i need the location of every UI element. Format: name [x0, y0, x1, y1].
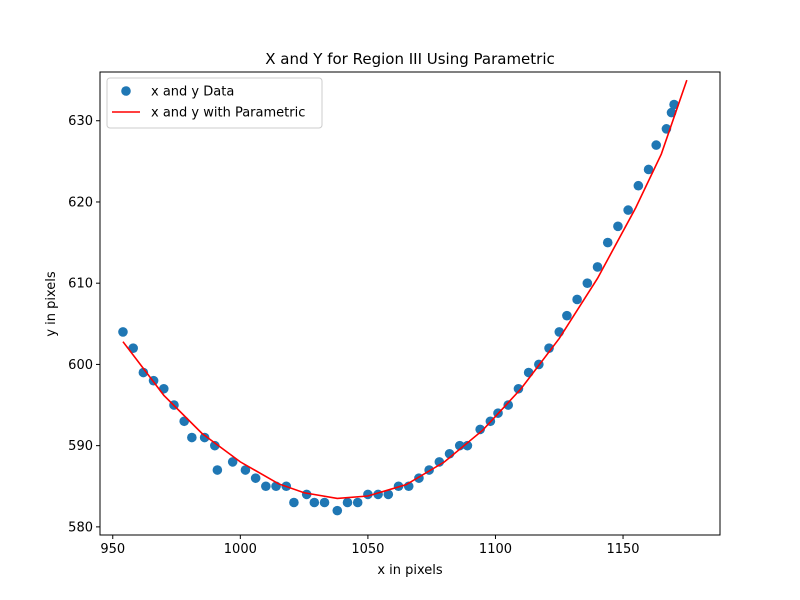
data-point-50 — [613, 221, 623, 232]
legend-item-2: x and y with Parametric — [112, 106, 305, 121]
data-point-21 — [319, 497, 330, 508]
data-point-54 — [651, 140, 662, 150]
data-point-48 — [592, 262, 603, 272]
x-axis-label: x in pixels — [377, 563, 443, 578]
legend-dot-marker — [121, 86, 131, 96]
data-point-8 — [187, 432, 197, 443]
legend-item-1: x and y Data — [121, 85, 234, 100]
x-tick-label-1: 950 — [100, 542, 125, 557]
data-point-1 — [118, 327, 128, 337]
y-tick-label-6: 630 — [68, 114, 93, 129]
data-point-12 — [227, 457, 238, 467]
legend-label-1: x and y Data — [151, 85, 234, 100]
data-point-23 — [342, 497, 353, 508]
data-point-56 — [666, 107, 677, 118]
y-tick-label-3: 600 — [68, 358, 93, 373]
data-point-53 — [643, 164, 654, 175]
data-point-24 — [352, 497, 363, 508]
data-point-3 — [138, 367, 149, 378]
y-tick-label-1: 580 — [68, 520, 93, 535]
series-1 — [118, 99, 679, 516]
x-tick-label-4: 1100 — [479, 542, 512, 557]
y-tick-label-4: 610 — [68, 277, 93, 292]
x-tick-label-3: 1050 — [351, 542, 384, 557]
y-tick-label-5: 620 — [68, 195, 93, 210]
x-tick-label-5: 1150 — [606, 542, 639, 557]
data-point-15 — [261, 481, 271, 492]
data-point-18 — [289, 497, 299, 508]
fit-line — [122, 79, 688, 500]
series-2 — [122, 79, 688, 500]
data-point-46 — [572, 294, 582, 305]
data-point-39 — [503, 400, 514, 410]
data-point-2 — [128, 343, 138, 353]
data-point-9 — [199, 432, 210, 443]
data-point-49 — [602, 237, 613, 248]
data-point-40 — [513, 383, 524, 394]
data-point-52 — [633, 180, 644, 191]
data-point-43 — [544, 343, 554, 353]
data-point-47 — [582, 278, 593, 288]
chart-title: X and Y for Region III Using Parametric — [265, 50, 555, 68]
data-point-57 — [669, 99, 679, 110]
y-axis-label: y in pixels — [44, 271, 59, 337]
data-point-14 — [250, 473, 261, 483]
axes-frame — [99, 71, 721, 536]
data-point-35 — [462, 440, 473, 451]
data-point-20 — [309, 497, 320, 508]
plot-area — [118, 79, 688, 516]
axes: 950 1000 1050 1100 1150 580 590 600 610 620 630 — [68, 71, 721, 557]
data-point-41 — [523, 367, 534, 378]
x-tick-label-2: 1000 — [224, 542, 257, 557]
data-point-45 — [562, 310, 572, 321]
data-point-36 — [475, 424, 485, 435]
data-point-27 — [383, 489, 394, 500]
data-point-51 — [623, 205, 633, 215]
legend-box — [106, 77, 323, 129]
data-point-13 — [240, 465, 251, 475]
legend: x and y Data x and y with Parametric — [106, 77, 323, 129]
data-point-11 — [212, 465, 223, 475]
y-tick-label-2: 590 — [68, 439, 93, 454]
data-point-10 — [210, 440, 220, 451]
data-point-22 — [332, 505, 343, 516]
legend-label-2: x and y with Parametric — [151, 106, 305, 121]
